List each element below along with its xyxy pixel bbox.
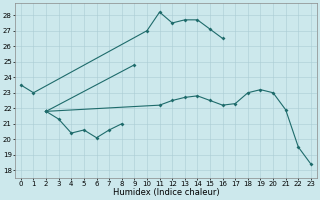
X-axis label: Humidex (Indice chaleur): Humidex (Indice chaleur)	[113, 188, 219, 197]
